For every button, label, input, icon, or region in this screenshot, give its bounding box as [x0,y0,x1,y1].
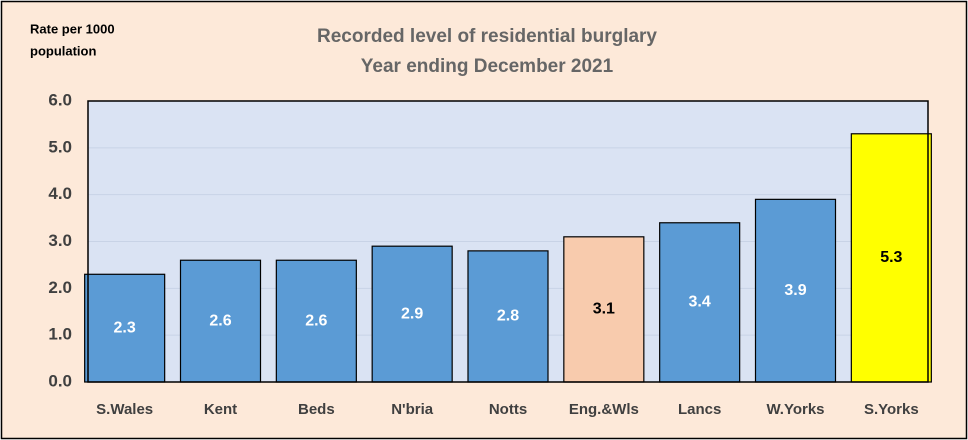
x-tick-label: Lancs [678,401,721,418]
x-tick-label: Beds [298,401,335,418]
data-label: 2.9 [401,305,423,322]
x-tick-label: W.Yorks [766,401,824,418]
bar [850,133,932,383]
x-tick-label: Eng.&Wls [569,401,639,418]
y-axis-label: population [30,43,96,58]
bar [467,250,549,383]
bar [84,273,166,383]
y-tick-label: 3.0 [48,231,72,250]
bar [275,259,357,383]
data-label: 2.6 [305,312,327,329]
x-tick-label: Kent [204,401,237,418]
y-tick-label: 6.0 [48,90,72,109]
data-label: 5.3 [880,249,902,266]
chart-title: Recorded level of residential burglary [317,26,657,47]
chart-subtitle: Year ending December 2021 [361,56,614,77]
data-label: 3.9 [784,282,806,299]
data-label: 2.6 [209,312,231,329]
x-tick-label: N'bria [391,401,434,418]
y-tick-label: 0.0 [48,371,72,390]
x-tick-label: S.Wales [96,401,153,418]
y-tick-label: 2.0 [48,278,72,297]
y-tick-label: 1.0 [48,325,72,344]
data-label: 2.3 [114,319,136,336]
data-label: 3.1 [593,301,615,318]
y-tick-label: 5.0 [48,137,72,156]
bar [563,236,645,383]
y-tick-label: 4.0 [48,184,72,203]
data-label: 2.8 [497,308,519,325]
data-label: 3.4 [689,294,711,311]
bar [754,198,837,383]
plot-frame [87,100,929,383]
x-tick-label: S.Yorks [864,401,919,418]
bar [659,222,741,383]
x-tick-label: Notts [489,401,527,418]
y-axis-label: Rate per 1000 [30,21,115,36]
bar [371,245,453,383]
